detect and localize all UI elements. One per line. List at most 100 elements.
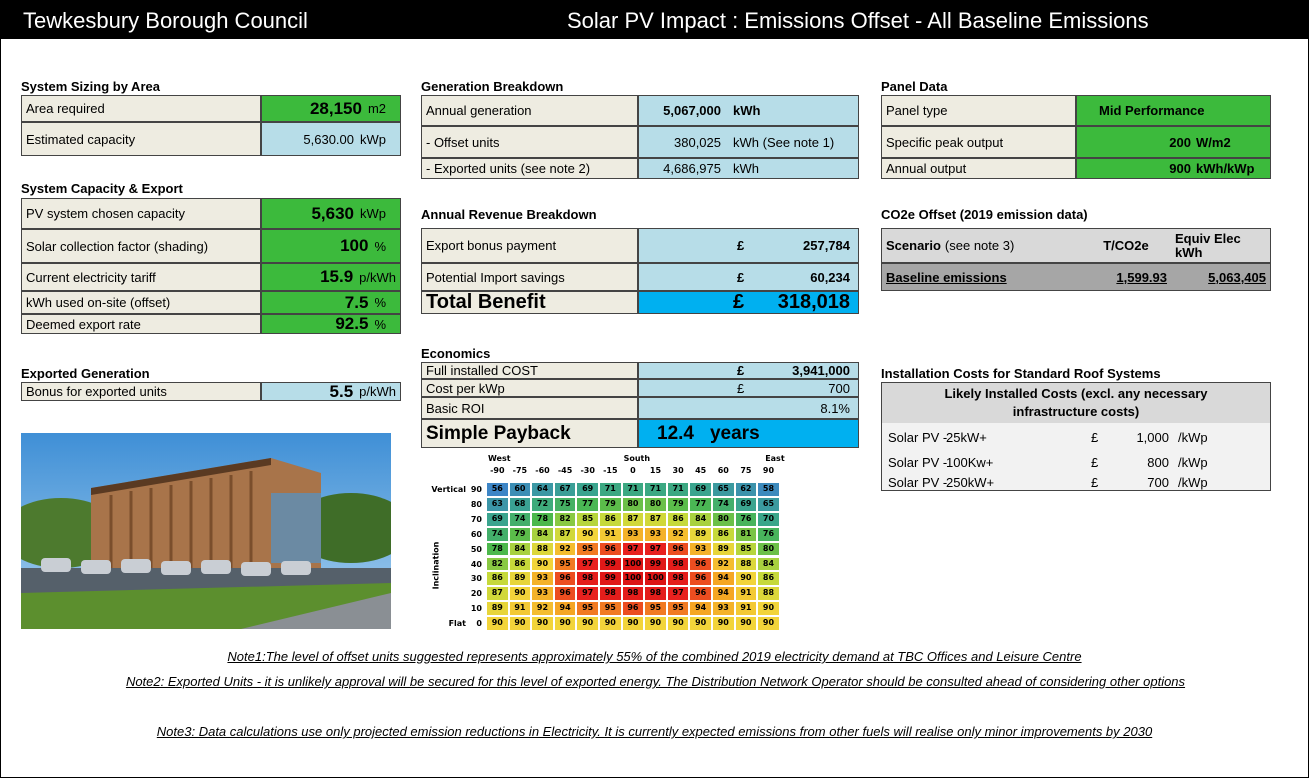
cell-text: 92.5 <box>335 314 368 334</box>
column-label: 45 <box>689 466 712 475</box>
heatmap-cell: 90 <box>554 616 577 631</box>
heatmap-cell: 84 <box>531 527 554 542</box>
section-title: CO2e Offset (2019 emission data) <box>881 207 1088 222</box>
heatmap-cell: 90 <box>712 616 735 631</box>
row-label: 40 <box>471 560 482 569</box>
cell-text: 100 <box>340 236 368 256</box>
heatmap-cell: 97 <box>576 557 599 572</box>
row-cell: 5,063,405 <box>1171 263 1271 291</box>
heatmap-cell: 95 <box>667 601 690 616</box>
cell-text: Bonus for exported units <box>26 384 167 399</box>
label-cell: Cost per kWp <box>421 379 638 397</box>
label-cell: PV system chosen capacity <box>21 198 261 229</box>
cell-text: 900 <box>1169 161 1191 176</box>
heatmap-cell: 93 <box>689 542 712 557</box>
heatmap-cell: 93 <box>644 527 667 542</box>
cell-text: - Exported units (see note 2) <box>426 161 590 176</box>
council-name: Tewkesbury Borough Council <box>23 8 308 34</box>
cell-text: - Offset units <box>426 135 499 150</box>
value-cell: Mid Performance <box>1076 95 1271 126</box>
heatmap-cell: 96 <box>689 586 712 601</box>
heatmap-cell: 91 <box>509 601 532 616</box>
heatmap-cell: 72 <box>531 497 554 512</box>
cell-text: 5,630 <box>311 204 354 224</box>
heatmap-cell: 79 <box>667 497 690 512</box>
cell-text: 5,630.00 <box>303 132 354 147</box>
heatmap-cell: 97 <box>667 586 690 601</box>
section-title: System Capacity & Export <box>21 181 183 196</box>
heatmap-cell: 86 <box>757 571 780 586</box>
cell-text: kWp <box>360 206 386 221</box>
cell-text: Simple Payback <box>426 423 571 445</box>
heatmap-cell: 99 <box>599 557 622 572</box>
heatmap-cell: 87 <box>644 512 667 527</box>
heatmap-cell: 100 <box>644 571 667 586</box>
heatmap-cell: 65 <box>757 497 780 512</box>
row-label: 20 <box>471 589 482 598</box>
note: Note1:The level of offset units suggeste… <box>9 649 1300 664</box>
heatmap-cell: 77 <box>576 497 599 512</box>
row-cell: Baseline emissions <box>881 263 1081 291</box>
label-cell: Bonus for exported units <box>21 382 261 401</box>
cell-text: Specific peak output <box>886 135 1003 150</box>
row-label: 60 <box>471 530 482 539</box>
total-value-cell: £318,018 <box>638 291 859 314</box>
cell-text: 700 <box>1147 475 1169 490</box>
heatmap-cell: 69 <box>689 482 712 497</box>
row-label: 10 <box>471 604 482 613</box>
cell-text: 5,067,000 <box>643 103 721 118</box>
cell-text: Solar PV - <box>888 475 947 490</box>
heatmap-cell: 90 <box>689 616 712 631</box>
heatmap-cell: 79 <box>509 527 532 542</box>
heatmap-cell: 94 <box>712 586 735 601</box>
value-cell: 5,630 kWp <box>261 198 401 229</box>
heatmap-cell: 75 <box>554 497 577 512</box>
heatmap-cell: 65 <box>712 482 735 497</box>
heatmap-cell: 97 <box>576 586 599 601</box>
column-label: -30 <box>576 466 599 475</box>
heatmap-cell: 84 <box>757 557 780 572</box>
cell-text: kWh (See note 1) <box>733 135 834 150</box>
value-cell: £257,784 <box>638 228 859 263</box>
heatmap-cell: 95 <box>576 601 599 616</box>
cell-text: Mid Performance <box>1099 103 1204 118</box>
heatmap-cell: 70 <box>757 512 780 527</box>
column-label: -45 <box>554 466 577 475</box>
heatmap-cell: 90 <box>757 601 780 616</box>
heatmap-cell: 64 <box>531 482 554 497</box>
cell-text: Equiv Elec kWh <box>1175 232 1266 260</box>
heatmap-cell: 81 <box>735 527 758 542</box>
section-title: Panel Data <box>881 79 947 94</box>
total-label-cell: Total Benefit <box>421 291 638 314</box>
column-label: 15 <box>644 466 667 475</box>
heatmap-cell: 71 <box>667 482 690 497</box>
heatmap-cell: 97 <box>622 542 645 557</box>
heatmap-cell: 98 <box>667 557 690 572</box>
heatmap-cell: 63 <box>486 497 509 512</box>
heatmap-cell: 90 <box>622 616 645 631</box>
cell-text: years <box>710 423 760 445</box>
cell-text: 12.4 <box>657 423 694 445</box>
cell-text: 318,018 <box>778 291 850 314</box>
row-label: 90 <box>471 485 482 494</box>
heatmap-cell: 96 <box>554 571 577 586</box>
cell-text: Solar PV - <box>888 430 947 445</box>
heatmap-cell: 86 <box>509 557 532 572</box>
heatmap-cell: 69 <box>486 512 509 527</box>
label-cell: Deemed export rate <box>21 314 261 334</box>
heatmap-cell: 98 <box>667 571 690 586</box>
heatmap-cell: 94 <box>712 571 735 586</box>
header-cell: Scenario(see note 3) <box>881 228 1081 263</box>
cell-text: Cost per kWp <box>426 381 505 396</box>
cell-text: 100Kw+ <box>946 455 993 470</box>
value-cell: £3,941,000 <box>638 362 859 379</box>
section-title: Installation Costs for Standard Roof Sys… <box>881 366 1161 381</box>
heatmap-cell: 87 <box>622 512 645 527</box>
cell-text: % <box>374 295 386 310</box>
cell-text: £ <box>1091 430 1098 445</box>
section-title: Exported Generation <box>21 366 150 381</box>
heatmap-cell: 84 <box>509 542 532 557</box>
row-name: Vertical <box>431 485 466 494</box>
